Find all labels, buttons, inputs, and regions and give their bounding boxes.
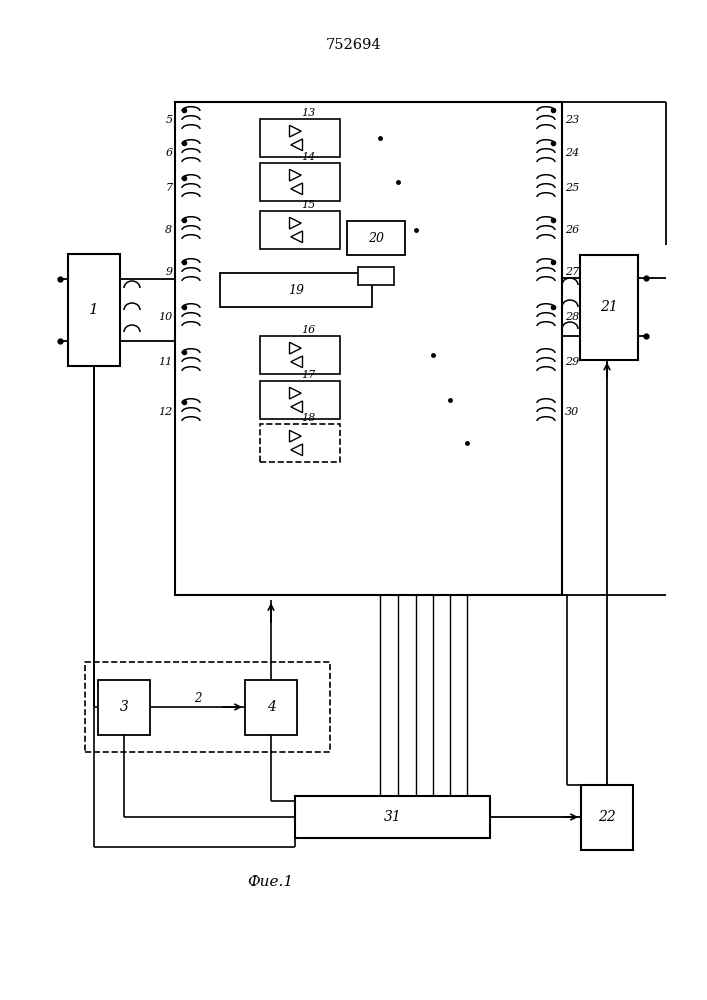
Bar (347, 221, 405, 255)
Bar (245, 680, 297, 734)
Text: 7: 7 (165, 183, 173, 193)
Text: 23: 23 (565, 115, 579, 125)
Bar (85, 662, 330, 752)
Polygon shape (289, 342, 301, 354)
Polygon shape (289, 217, 301, 229)
Text: 10: 10 (158, 312, 173, 322)
Polygon shape (291, 139, 303, 151)
Text: 9: 9 (165, 267, 173, 277)
Text: 752694: 752694 (326, 38, 382, 52)
Text: 16: 16 (301, 325, 315, 335)
Polygon shape (289, 125, 301, 137)
Text: 2: 2 (194, 692, 201, 704)
Bar (260, 424, 340, 462)
Text: 22: 22 (598, 810, 616, 824)
Polygon shape (291, 356, 303, 368)
Polygon shape (291, 401, 303, 413)
Text: 6: 6 (165, 148, 173, 158)
Text: 18: 18 (301, 413, 315, 423)
Text: 11: 11 (158, 357, 173, 367)
Text: Фие.1: Фие.1 (247, 875, 293, 889)
Bar (580, 254, 638, 360)
Polygon shape (291, 231, 303, 243)
Text: 15: 15 (301, 200, 315, 210)
Bar (260, 211, 340, 249)
Text: 30: 30 (565, 407, 579, 417)
Text: 5: 5 (165, 115, 173, 125)
Bar (581, 784, 633, 850)
Bar (260, 119, 340, 157)
Text: 28: 28 (565, 312, 579, 322)
Polygon shape (291, 444, 303, 456)
Text: 13: 13 (301, 108, 315, 118)
Text: 27: 27 (565, 267, 579, 277)
Polygon shape (291, 183, 303, 195)
Text: 3: 3 (119, 700, 129, 714)
Text: 12: 12 (158, 407, 173, 417)
Text: 19: 19 (288, 284, 304, 296)
Bar (295, 796, 490, 838)
Text: 17: 17 (301, 370, 315, 380)
Polygon shape (289, 430, 301, 442)
Polygon shape (289, 387, 301, 399)
Text: 25: 25 (565, 183, 579, 193)
Text: 20: 20 (368, 232, 384, 244)
Text: 8: 8 (165, 225, 173, 235)
Polygon shape (289, 169, 301, 181)
Bar (175, 102, 562, 595)
Text: 31: 31 (384, 810, 402, 824)
Text: 24: 24 (565, 148, 579, 158)
Text: 29: 29 (565, 357, 579, 367)
Text: 21: 21 (600, 300, 618, 314)
Bar (68, 254, 120, 366)
Text: 26: 26 (565, 225, 579, 235)
Text: 14: 14 (301, 152, 315, 162)
Bar (98, 680, 150, 734)
Bar (260, 163, 340, 201)
Bar (260, 336, 340, 374)
Text: 4: 4 (267, 700, 276, 714)
Bar (358, 267, 394, 285)
Bar (220, 273, 372, 307)
Text: 1: 1 (89, 303, 99, 317)
Bar (260, 381, 340, 419)
